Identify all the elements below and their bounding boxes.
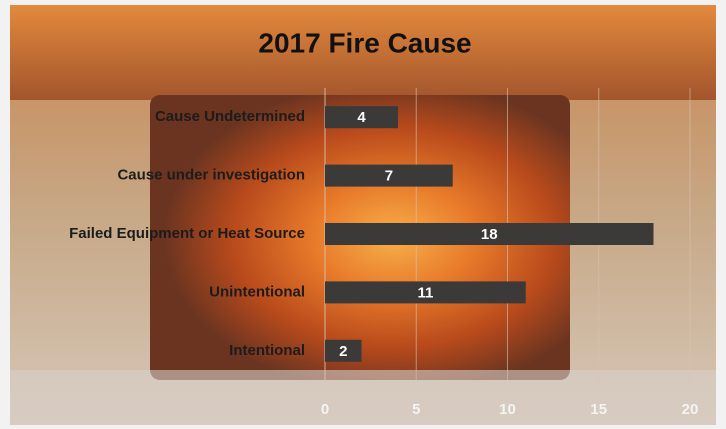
x-tick-label: 10 (499, 401, 516, 418)
x-tick-label: 20 (682, 401, 699, 418)
background-smoke (10, 370, 716, 425)
y-tick-label: Unintentional (209, 283, 305, 300)
y-tick-label: Cause under investigation (117, 167, 305, 184)
chart-title: 2017 Fire Cause (258, 27, 471, 58)
bar (325, 223, 654, 245)
bar (325, 339, 362, 362)
background-flames (10, 5, 716, 100)
y-tick-label: Cause Undetermined (155, 108, 305, 125)
bar (325, 106, 398, 129)
data-label: 7 (385, 168, 393, 185)
y-tick-label: Failed Equipment or Heat Source (69, 225, 305, 242)
x-tick-label: 5 (412, 401, 420, 418)
bar (325, 164, 453, 187)
data-label: 18 (481, 226, 498, 243)
data-label: 11 (417, 284, 433, 301)
bar (325, 281, 526, 304)
y-tick-label: Intentional (229, 342, 305, 359)
data-label: 2 (339, 343, 347, 360)
x-tick-label: 0 (321, 401, 329, 418)
x-tick-label: 15 (590, 401, 607, 418)
data-label: 4 (357, 109, 366, 126)
